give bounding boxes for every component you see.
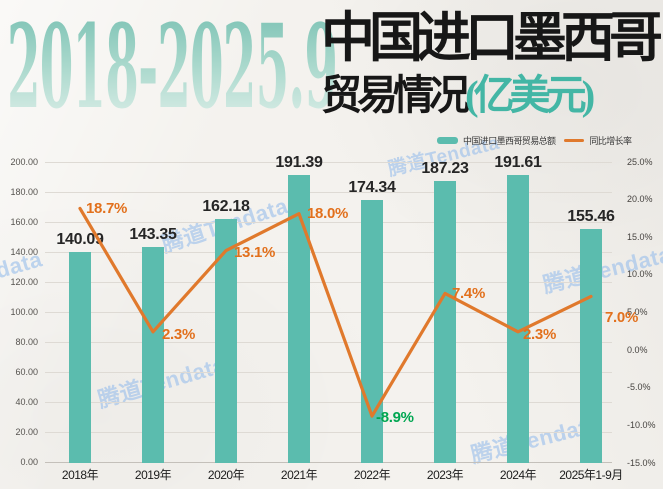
y-axis-right-label: 0.0% <box>627 344 648 355</box>
bar-2023年 <box>434 181 456 463</box>
title-sub-text: 贸易情况 <box>321 72 470 118</box>
title-main: 中国进口墨西哥 <box>321 8 663 68</box>
y-axis-right-label: 10.0% <box>627 269 653 280</box>
y-axis-right-label: -15.0% <box>627 457 656 468</box>
y-axis-left-label: 0.00 <box>20 457 38 467</box>
gridline <box>45 162 612 163</box>
growth-label: 7.0% <box>605 309 638 327</box>
bar-value-label: 155.46 <box>567 207 615 225</box>
y-axis-right-label: 15.0% <box>627 231 653 242</box>
x-axis-label: 2021年 <box>280 468 318 482</box>
bar-2025年1-9月 <box>580 228 602 463</box>
bar-value-label: 187.23 <box>421 160 469 178</box>
growth-label: 2.3% <box>162 325 195 343</box>
gridline <box>45 432 612 433</box>
y-axis-left-label: 80.00 <box>15 337 38 347</box>
bar-value-label: 162.18 <box>202 197 250 215</box>
legend-item-line: 同比增长率 <box>564 134 632 147</box>
y-axis-left-label: 120.00 <box>10 277 38 287</box>
bar-value-label: 174.34 <box>348 179 396 197</box>
title-unit: (亿美元) <box>465 72 595 118</box>
x-axis-label: 2023年 <box>426 468 464 482</box>
x-axis-label: 2024年 <box>499 468 537 482</box>
title-sub: 贸易情况(亿美元) <box>321 72 595 118</box>
legend-line-label: 同比增长率 <box>589 136 632 146</box>
y-axis-left-label: 180.00 <box>10 187 38 197</box>
gridline <box>45 462 612 463</box>
legend: 中国进口墨西哥贸易总额 同比增长率 <box>437 134 632 147</box>
y-axis-right-label: 20.0% <box>627 194 653 205</box>
gridline <box>45 192 612 193</box>
bar-value-label: 140.09 <box>56 230 104 248</box>
x-axis-label: 2019年 <box>134 468 172 482</box>
growth-label: 18.7% <box>86 200 128 218</box>
y-axis-right-label: 5.0% <box>627 307 648 317</box>
title-year-range: 2018-2025.9 <box>7 0 338 135</box>
bar-value-label: 191.61 <box>494 153 542 171</box>
y-axis-left-label: 160.00 <box>10 217 38 227</box>
growth-label: 2.3% <box>523 325 556 343</box>
bar-2024年 <box>507 174 529 463</box>
growth-label: 7.4% <box>452 285 485 303</box>
y-axis-left-label: 100.00 <box>10 307 38 317</box>
legend-bar-label: 中国进口墨西哥贸易总额 <box>463 136 556 146</box>
bar-2018年 <box>69 251 91 463</box>
legend-item-bar: 中国进口墨西哥贸易总额 <box>437 134 556 147</box>
y-axis-left-label: 140.00 <box>10 247 38 257</box>
y-axis-left-label: 40.00 <box>15 397 38 407</box>
y-axis-left-label: 20.00 <box>15 427 38 437</box>
x-axis-label: 2020年 <box>207 468 245 482</box>
y-axis-right-label: 25.0% <box>627 156 653 167</box>
bar-value-label: 143.35 <box>129 225 177 243</box>
growth-label: -8.9% <box>376 409 414 427</box>
x-axis-label: 2022年 <box>353 468 391 482</box>
x-axis-label: 2018年 <box>61 468 99 482</box>
y-axis-left-label: 60.00 <box>15 367 38 377</box>
legend-line-swatch-icon <box>564 139 585 142</box>
growth-label: 18.0% <box>307 204 349 222</box>
y-axis-right-label: -5.0% <box>627 382 651 393</box>
x-axis-label: 2025年1-9月 <box>559 468 623 482</box>
growth-label: 13.1% <box>234 243 276 261</box>
y-axis-right-label: -10.0% <box>627 419 656 430</box>
legend-bar-swatch-icon <box>437 137 458 144</box>
y-axis-left-label: 200.00 <box>10 157 38 167</box>
bar-value-label: 191.39 <box>275 153 323 171</box>
bar-2019年 <box>142 246 164 463</box>
